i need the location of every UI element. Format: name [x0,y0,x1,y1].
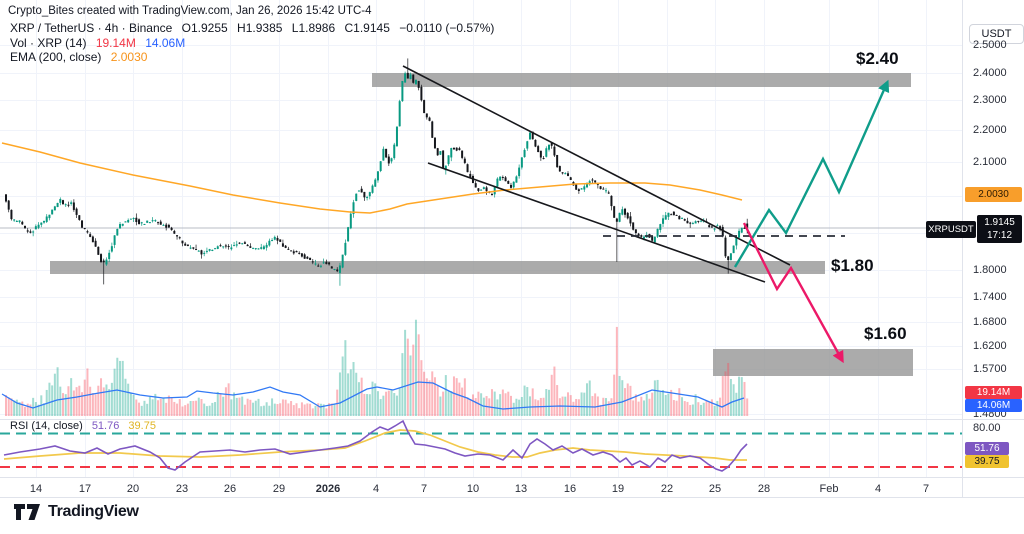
demand-1.60-zone [713,349,913,376]
price-tick-label: 1.6200 [973,340,1007,352]
wedge-lower[interactable] [427,162,766,283]
date-tick-label: 19 [611,483,625,495]
price-tick-label: 2.2000 [973,124,1007,136]
price-tick-label: 80.00 [973,422,1001,434]
tradingview-logo-icon [14,503,40,520]
date-tick-label: 23 [175,483,189,495]
date-tick-label: 20 [126,483,140,495]
date-tick-label: 4 [372,483,380,495]
symbol-price-tag: XRPUSDT [926,221,976,238]
price-target-label-1.60: $1.60 [864,324,907,343]
volume-value: 19.14M [95,36,136,50]
tradingview-logo[interactable]: TradingView [14,503,139,521]
price-tick-label: 1.6800 [973,316,1007,328]
volume-ma-line [1,381,745,410]
date-tick-label: 4 [874,483,882,495]
ohlc-close: C1.9145 [344,21,390,35]
candle-countdown: 17:12 [986,230,1013,241]
date-tick-label: 7 [420,483,428,495]
supply-2.40-zone [372,73,911,87]
ohlc-open: O1.9255 [181,21,228,35]
rsi-value: 51.76 [91,420,120,432]
wedge-trendlines [402,65,791,283]
date-tick-label: 7 [922,483,930,495]
date-tick-label: 22 [660,483,674,495]
price-tick-label: 1.7400 [973,291,1007,303]
ema-axis-badge: 2.0030 [965,187,1022,202]
bullish-projection-arrow [733,79,890,268]
rsi-legend[interactable]: RSI (14, close) 51.76 39.75 [10,420,162,432]
rsi-legend-label: RSI (14, close) [10,420,83,432]
price-change: −0.0110 (−0.57%) [399,21,495,35]
rsi-ma-value: 39.75 [128,420,156,432]
ema-200-line [1,142,743,214]
candles [5,58,749,286]
last-price-badge: 1.9145 17:12 [977,215,1022,243]
date-tick-label: 26 [223,483,237,495]
last-price-value: 1.9145 [984,217,1015,228]
date-tick-label: 25 [708,483,722,495]
rsi-ma-axis-badge: 39.75 [965,455,1009,468]
currency-unit-button[interactable]: USDT [969,24,1024,44]
pane-separators [0,0,1024,498]
volume-axis-badge: 19.14M [965,386,1022,399]
date-tick-label: 13 [514,483,528,495]
price-tick-label: 2.3000 [973,94,1007,106]
ema-value: 2.0030 [110,50,148,64]
volume-bars [5,319,749,416]
ema-legend[interactable]: EMA (200, close) 2.0030 [10,50,153,64]
date-tick-label: 16 [563,483,577,495]
rsi-line [3,419,748,472]
attribution-text: Crypto_Bites created with TradingView.co… [8,5,372,17]
price-tick-label: 2.5000 [973,39,1007,51]
support-1.80-zone [50,261,825,274]
rsi-axis-badge: 51.76 [965,442,1009,455]
symbol-legend[interactable]: XRP / TetherUS · 4h · Binance O1.9255 H1… [10,21,500,35]
support-label-1.80: $1.80 [831,256,874,275]
volume-ma-value: 14.06M [145,36,186,50]
date-tick-label: 10 [466,483,480,495]
volume-legend[interactable]: Vol · XRP (14) 19.14M 14.06M [10,36,191,50]
price-zones [50,73,913,376]
price-target-label-2.40: $2.40 [856,49,899,68]
bearish-projection-arrow [742,222,844,364]
volume-ma-axis-badge: 14.06M [965,399,1022,412]
date-tick-label: 28 [757,483,771,495]
date-tick-label: 14 [29,483,43,495]
tradingview-logo-text: TradingView [48,503,139,520]
wedge-upper[interactable] [402,65,791,266]
ema-legend-label: EMA (200, close) [10,50,102,64]
date-tick-label: Feb [819,483,839,495]
price-tick-label: 1.5700 [973,363,1007,375]
price-tick-label: 1.8000 [973,264,1007,276]
ohlc-low: L1.8986 [291,21,336,35]
date-tick-label: 2026 [315,483,341,495]
symbol-title: XRP / TetherUS · 4h · Binance [10,21,173,35]
rsi-ma-line [3,429,747,461]
volume-legend-label: Vol · XRP (14) [10,36,87,50]
price-tick-label: 2.1000 [973,156,1007,168]
date-tick-label: 17 [78,483,92,495]
price-tick-label: 2.4000 [973,67,1007,79]
date-tick-label: 29 [272,483,286,495]
ohlc-high: H1.9385 [237,21,283,35]
